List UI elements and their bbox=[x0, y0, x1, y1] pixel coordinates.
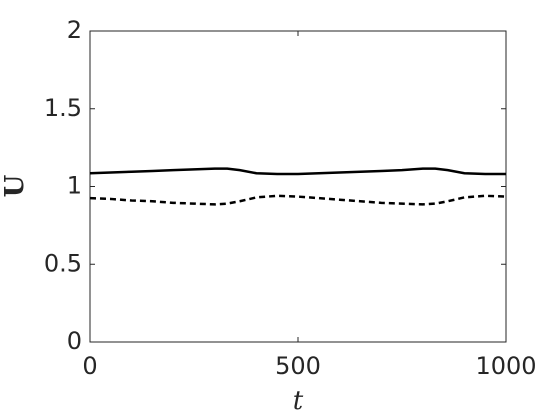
line-series bbox=[89, 194, 507, 206]
x-tick-label: 500 bbox=[275, 352, 321, 380]
y-tick-label: 2 bbox=[67, 16, 82, 44]
y-tick-label: 1.5 bbox=[44, 94, 82, 122]
x-tick-label: 1000 bbox=[475, 352, 536, 380]
y-axis-label: U bbox=[0, 174, 30, 197]
y-tick-label: 1 bbox=[67, 172, 82, 200]
x-tick-label: 0 bbox=[82, 352, 97, 380]
x-axis-label: t bbox=[293, 386, 304, 416]
y-tick-label: 0 bbox=[67, 327, 82, 355]
y-tick-label: 0.5 bbox=[44, 249, 82, 277]
plot-area bbox=[89, 30, 507, 343]
line-series bbox=[89, 167, 506, 176]
